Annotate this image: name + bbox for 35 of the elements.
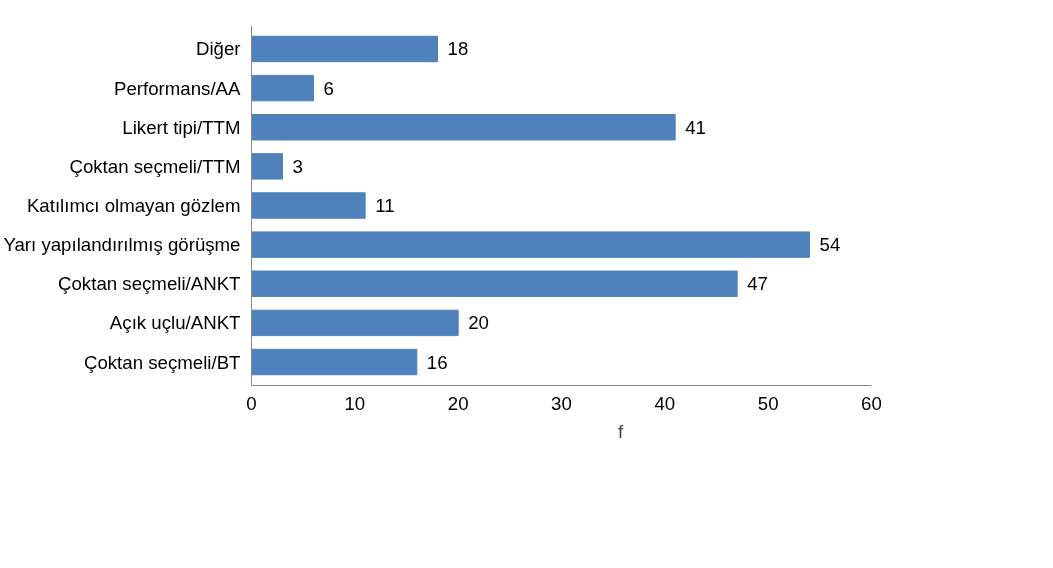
data-label: 41 [685,116,706,138]
x-tick-label: 0 [246,392,257,414]
x-tick-label: 30 [551,392,572,414]
x-tick-label: 10 [344,392,366,414]
y-tick-label: Çoktan seçmeli/TTM [69,155,241,177]
y-tick-label: Performans/AA [114,77,242,99]
bar [251,153,283,180]
bar [251,74,314,102]
x-tick-label: 60 [861,392,882,414]
y-tick-label: Yarı yapılandırılmış görüşme [3,234,241,256]
text: f [618,421,625,443]
y-tick-label: Katılımcı olmayan gözlem [26,195,241,216]
y-tick-label: Çoktan seçmeli/ANKT [58,273,241,295]
y-tick-label: Diğer [195,38,241,60]
bar [251,309,459,337]
data-label: 3 [292,155,303,177]
y-tick-label: Açık uçlu/ANKT [109,312,241,334]
bar [251,114,676,141]
data-label: 6 [323,77,334,99]
x-tick-label: 20 [447,392,469,414]
data-label: 54 [819,234,841,256]
data-label: 20 [468,312,489,334]
data-label: 18 [447,38,469,60]
bar [251,270,738,297]
data-label: 11 [375,195,395,216]
bar [251,35,438,63]
x-tick-label: 40 [654,392,676,414]
data-label: 47 [747,273,768,295]
bar [251,192,366,219]
bar [251,231,810,258]
y-tick-label: Çoktan seçmeli/BT [83,351,241,373]
x-tick-label: 50 [757,392,779,414]
bar [251,348,418,376]
data-label: 16 [426,351,448,373]
y-tick-label: Likert tipi/TTM [122,116,241,138]
